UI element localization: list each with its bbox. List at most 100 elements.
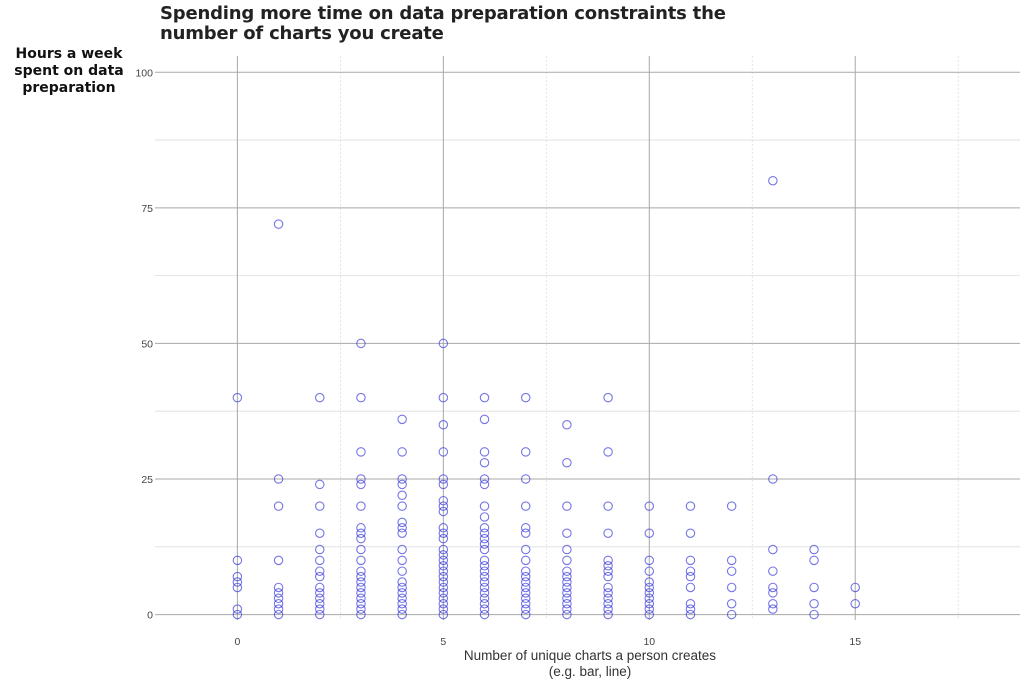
data-point — [685, 528, 696, 538]
data-points — [232, 175, 860, 620]
data-point — [809, 582, 819, 593]
data-point — [438, 523, 449, 533]
data-point — [356, 523, 366, 533]
data-point — [438, 479, 449, 490]
data-point — [356, 604, 366, 614]
data-point — [644, 501, 655, 511]
data-point — [315, 598, 325, 609]
data-point — [356, 533, 366, 544]
data-point — [479, 479, 490, 490]
data-point — [479, 582, 490, 593]
data-point — [438, 604, 449, 614]
data-point — [397, 523, 407, 533]
data-point — [356, 528, 366, 538]
data-point — [809, 598, 819, 609]
tick-labels: 0 5 10 15 0 25 50 75 100 — [135, 67, 861, 648]
data-point — [356, 588, 366, 598]
data-point — [356, 474, 366, 484]
data-point — [562, 566, 572, 576]
data-point — [315, 604, 325, 614]
data-point — [479, 474, 490, 484]
data-point — [479, 544, 490, 555]
data-point — [356, 598, 366, 609]
data-point — [479, 447, 490, 457]
x-tick-label: 15 — [849, 636, 861, 648]
data-point — [562, 420, 572, 430]
data-point — [768, 598, 778, 609]
data-point — [397, 566, 407, 576]
major-gridlines — [155, 56, 1020, 620]
x-axis-label-line2: (e.g. bar, line) — [548, 664, 632, 679]
data-point — [685, 555, 696, 566]
data-point — [809, 609, 819, 620]
data-point — [520, 555, 531, 566]
data-point — [562, 528, 572, 538]
minor-gridlines — [155, 56, 1020, 620]
data-point — [520, 447, 531, 457]
data-point — [520, 528, 531, 538]
data-point — [397, 582, 407, 593]
data-point — [520, 544, 531, 555]
x-tick-label: 0 — [234, 636, 240, 648]
data-point — [768, 566, 778, 576]
data-point — [232, 577, 243, 587]
data-point — [397, 479, 407, 490]
data-point — [809, 555, 819, 566]
data-point — [685, 571, 696, 582]
data-point — [685, 501, 696, 511]
data-point — [726, 555, 737, 566]
data-point — [685, 604, 696, 614]
data-point — [356, 571, 366, 582]
data-point — [644, 598, 655, 609]
data-point — [562, 588, 572, 598]
data-point — [644, 577, 655, 587]
data-point — [397, 501, 407, 511]
data-point — [603, 555, 613, 566]
data-point — [356, 501, 366, 511]
data-point — [232, 555, 243, 566]
data-point — [562, 577, 572, 587]
data-point — [438, 593, 449, 604]
data-point — [438, 577, 449, 587]
data-point — [356, 544, 366, 555]
data-point — [850, 598, 860, 609]
data-point — [356, 609, 366, 620]
data-point — [644, 604, 655, 614]
data-point — [438, 609, 449, 620]
data-point — [273, 501, 284, 511]
data-point — [520, 598, 531, 609]
data-point — [397, 474, 407, 484]
data-point — [438, 566, 449, 576]
data-point — [644, 555, 655, 566]
data-point — [603, 593, 613, 604]
data-point — [397, 490, 407, 501]
data-point — [273, 555, 284, 566]
data-point — [438, 561, 449, 571]
data-point — [438, 582, 449, 593]
data-point — [397, 593, 407, 604]
data-point — [438, 588, 449, 598]
data-point — [603, 604, 613, 614]
y-tick-label: 50 — [141, 338, 153, 350]
data-point — [356, 555, 366, 566]
y-tick-label: 75 — [141, 203, 153, 215]
data-point — [273, 593, 284, 604]
data-point — [479, 501, 490, 511]
data-point — [520, 582, 531, 593]
data-point — [562, 582, 572, 593]
data-point — [479, 604, 490, 614]
data-point — [520, 609, 531, 620]
data-point — [397, 604, 407, 614]
data-point — [315, 528, 325, 538]
data-point — [438, 544, 449, 555]
x-tick-label: 10 — [643, 636, 655, 648]
data-point — [356, 447, 366, 457]
data-point — [232, 609, 243, 620]
data-point — [726, 582, 737, 593]
data-point — [315, 392, 325, 403]
data-point — [397, 577, 407, 587]
data-point — [438, 501, 449, 511]
data-point — [397, 609, 407, 620]
data-point — [644, 582, 655, 593]
